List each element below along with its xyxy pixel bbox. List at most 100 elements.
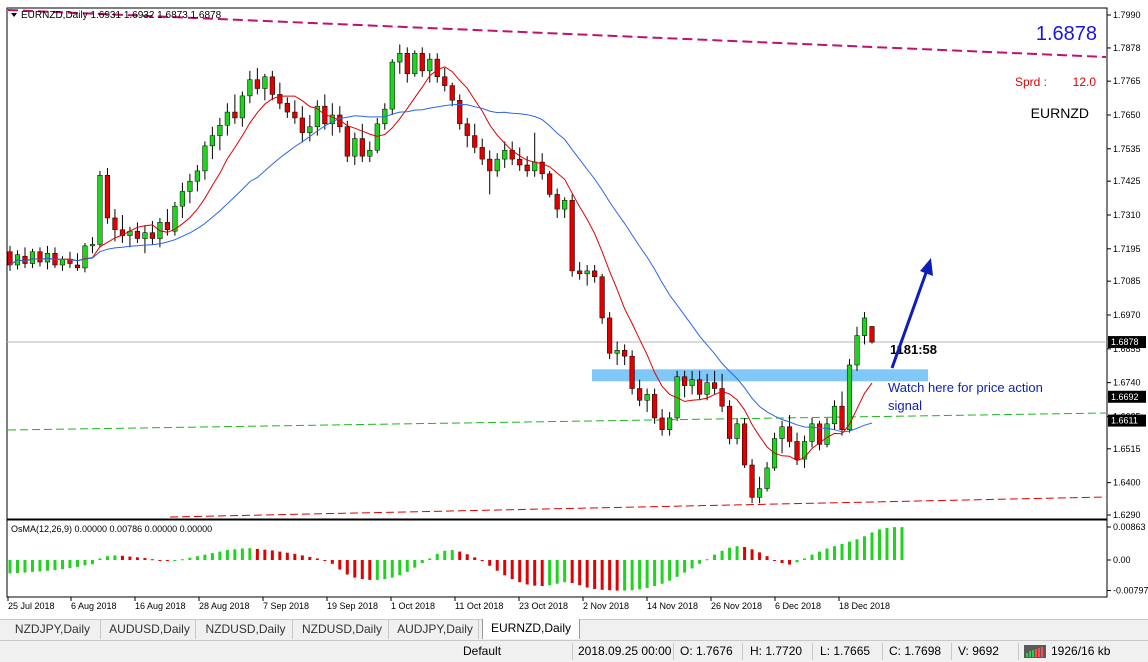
osma-bar	[390, 560, 394, 578]
osma-bar	[293, 553, 297, 560]
ma-fast-line	[9, 66, 873, 462]
candle-bear	[277, 94, 283, 104]
osma-bar	[330, 560, 334, 564]
osma-bar	[825, 548, 829, 560]
osma-bar	[780, 560, 784, 564]
status-profile[interactable]: Default	[463, 644, 502, 658]
collapse-triangle-icon[interactable]	[11, 13, 17, 17]
price-marker-label: 1.6692	[1111, 392, 1139, 402]
date-tick-label: 16 Aug 2018	[135, 601, 186, 611]
price-tick-label: 1.7765	[1113, 76, 1141, 86]
osma-bar	[435, 553, 439, 560]
price-marker-box	[1108, 336, 1146, 349]
osma-bar	[158, 560, 162, 561]
spread-label: Sprd :	[1015, 75, 1047, 89]
osma-bar	[90, 560, 94, 565]
candle-bull	[239, 95, 245, 119]
osma-bar	[8, 560, 12, 574]
candle-bear	[232, 111, 238, 119]
osma-bar	[285, 552, 289, 560]
candle-bull	[532, 161, 538, 172]
candle-bear	[434, 58, 440, 78]
candle-bull	[644, 394, 650, 401]
osma-bar	[300, 555, 304, 560]
osma-bar	[855, 539, 859, 560]
candle-bull	[824, 423, 830, 445]
tab-nzdusd-daily[interactable]: NZDUSD,Daily	[296, 620, 389, 639]
candle-bull	[44, 252, 51, 263]
candle-bull	[562, 200, 568, 210]
candle-bear	[577, 270, 583, 275]
osma-bar	[375, 560, 379, 580]
candle-bull	[412, 52, 418, 75]
status-datetime: 2018.09.25 00:00	[578, 644, 672, 658]
candle-bull	[307, 126, 313, 133]
osma-bar	[735, 546, 739, 560]
osma-bar	[53, 560, 57, 570]
candle-bull	[82, 245, 88, 269]
osma-bar	[255, 548, 259, 560]
osma-bar	[338, 560, 342, 570]
osma-bar	[278, 551, 282, 560]
candle-bear	[292, 111, 298, 119]
tab-eurnzd-daily[interactable]: EURNZD,Daily	[482, 619, 580, 639]
candle-bear	[727, 405, 733, 439]
osma-bar	[578, 560, 582, 586]
osma-bar	[795, 560, 799, 563]
price-axis: 1.7990 1.7878 1.7765 1.7650 1.7535 1.7425 1.73…	[1107, 10, 1146, 520]
candle-bear	[269, 76, 275, 95]
candle-bull	[142, 232, 148, 239]
price-chart[interactable]: 1.7990 1.7878 1.7765 1.7650 1.7535 1.7425 1.73…	[0, 0, 1148, 619]
osma-bar	[885, 527, 889, 560]
date-tick-label: 23 Oct 2018	[519, 601, 568, 611]
osma-bar	[503, 560, 507, 576]
osma-bar	[720, 550, 724, 560]
candle-bull	[801, 441, 808, 460]
price-tick-label: 1.7310	[1113, 210, 1141, 220]
tab-nzdusd-daily[interactable]: NZDUSD,Daily	[199, 620, 293, 639]
candle-bear	[869, 326, 875, 343]
osma-bar	[877, 529, 881, 560]
tab-nzdjpy-daily[interactable]: NZDJPY,Daily	[5, 620, 101, 639]
candle-bear	[652, 394, 658, 419]
osma-bar	[323, 560, 327, 561]
date-axis: 25 Jul 2018 6 Aug 2018 16 Aug 2018 28 Aug 2…	[7, 597, 890, 611]
osma-bar	[263, 549, 267, 560]
osma-bar	[428, 558, 432, 560]
osma-bar	[308, 556, 312, 560]
osma-bar	[683, 560, 687, 573]
candle-bull	[397, 52, 403, 63]
trendline-top	[7, 9, 1107, 58]
osma-bar	[533, 560, 537, 586]
candle-bull	[854, 335, 860, 366]
date-tick-label: 19 Sep 2018	[327, 601, 378, 611]
indicator-tick-label: -0.00797	[1113, 585, 1148, 595]
candle-bear	[487, 158, 493, 172]
osma-bar	[608, 560, 612, 591]
osma-bar	[413, 560, 417, 568]
osma-bar	[653, 560, 657, 587]
chart-tabs: NZDJPY,Daily AUDUSD,Daily NZDUSD,Daily NZDU…	[0, 619, 1148, 640]
tab-audjpy-daily[interactable]: AUDJPY,Daily	[392, 620, 479, 639]
osma-bar	[488, 560, 492, 566]
osma-bar	[248, 548, 252, 560]
tab-audusd-daily[interactable]: AUDUSD,Daily	[104, 620, 196, 639]
price-tick-label: 1.7650	[1113, 110, 1141, 120]
osma-bar	[128, 556, 132, 560]
main-plot-area[interactable]	[6, 7, 1108, 520]
osma-bar	[593, 560, 597, 590]
osma-bar	[555, 560, 559, 584]
osma-bar	[713, 554, 717, 560]
price-marker-box	[1108, 414, 1146, 427]
osma-bar	[698, 560, 702, 564]
date-tick-label: 14 Nov 2018	[647, 601, 698, 611]
candle-bear	[449, 85, 455, 101]
countdown-timer: 1181:58	[890, 342, 937, 357]
price-tick-label: 1.7535	[1113, 144, 1141, 154]
osma-bar	[585, 560, 589, 588]
candle-bear	[569, 200, 575, 272]
candle-bull	[502, 150, 508, 160]
candle-bear	[517, 158, 523, 166]
osma-bar	[495, 560, 499, 571]
